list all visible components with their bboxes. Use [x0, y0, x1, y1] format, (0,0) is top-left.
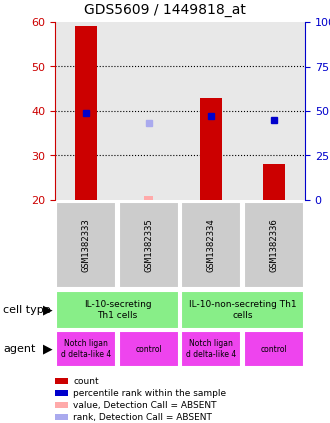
- Text: IL-10-secreting
Th1 cells: IL-10-secreting Th1 cells: [84, 300, 151, 320]
- Bar: [181, 291, 304, 329]
- Bar: [56, 202, 116, 288]
- Bar: [75, 27, 97, 200]
- Text: value, Detection Call = ABSENT: value, Detection Call = ABSENT: [73, 401, 217, 409]
- Bar: [119, 331, 179, 367]
- Bar: [56, 291, 179, 329]
- Text: count: count: [73, 376, 99, 385]
- Bar: [56, 331, 116, 367]
- Text: Notch ligan
d delta-like 4: Notch ligan d delta-like 4: [186, 339, 236, 359]
- Text: GSM1382333: GSM1382333: [82, 218, 91, 272]
- Bar: [119, 202, 179, 288]
- Bar: [244, 202, 304, 288]
- Bar: [145, 195, 153, 200]
- Text: Notch ligan
d delta-like 4: Notch ligan d delta-like 4: [61, 339, 112, 359]
- Bar: [244, 331, 304, 367]
- Bar: [181, 331, 241, 367]
- Bar: [263, 165, 285, 200]
- Bar: [200, 98, 222, 200]
- Text: IL-10-non-secreting Th1
cells: IL-10-non-secreting Th1 cells: [189, 300, 296, 320]
- Text: percentile rank within the sample: percentile rank within the sample: [73, 388, 226, 398]
- Bar: [181, 202, 241, 288]
- Text: GDS5609 / 1449818_at: GDS5609 / 1449818_at: [84, 3, 246, 17]
- Text: control: control: [260, 344, 287, 354]
- Text: ▶: ▶: [43, 303, 53, 316]
- Text: control: control: [135, 344, 162, 354]
- Text: ▶: ▶: [43, 343, 53, 355]
- Text: GSM1382335: GSM1382335: [144, 218, 153, 272]
- Text: rank, Detection Call = ABSENT: rank, Detection Call = ABSENT: [73, 412, 212, 421]
- Text: cell type: cell type: [3, 305, 51, 315]
- Text: GSM1382336: GSM1382336: [269, 218, 278, 272]
- Text: agent: agent: [3, 344, 36, 354]
- Text: GSM1382334: GSM1382334: [207, 218, 216, 272]
